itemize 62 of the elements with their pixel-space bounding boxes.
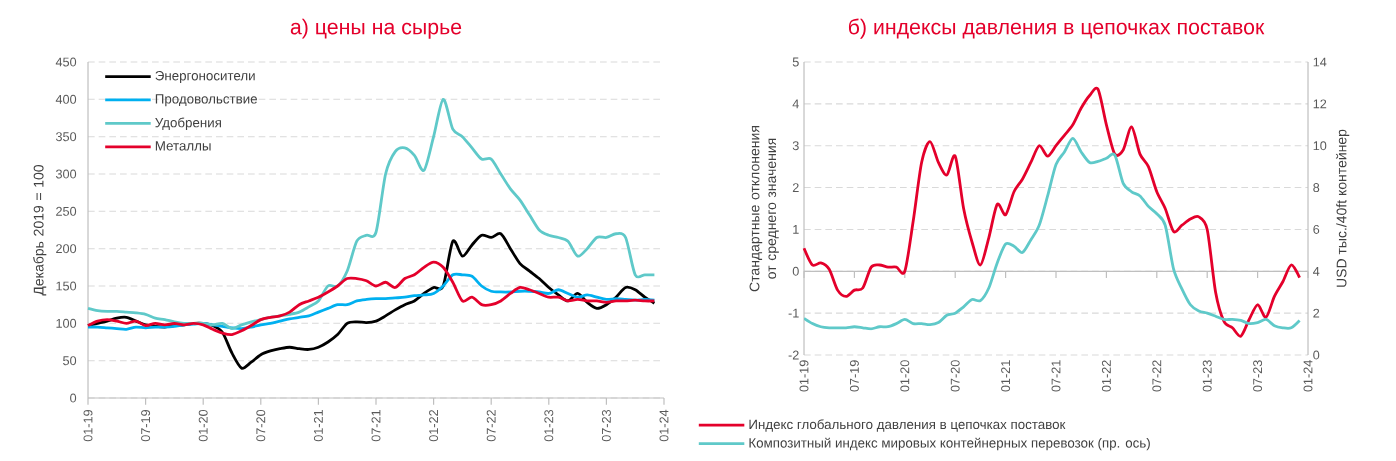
legend-label: Композитный индекс мировых контейнерных перевозок (пр. ось) (749, 437, 1150, 451)
y2-tick-label: 6 (1313, 224, 1320, 234)
line-series (86, 260, 656, 336)
y-tick-label: 100 (56, 318, 77, 328)
x-tick-label: 01-21 (1001, 360, 1011, 392)
y-tick-label: 0 (792, 266, 799, 276)
legend-label: Удобрения (155, 117, 221, 130)
x-tick-label: 01-23 (1202, 360, 1212, 392)
x-tick-label: 01-23 (544, 409, 554, 442)
y2-tick-label: 4 (1313, 266, 1320, 276)
y-tick-label: 50 (63, 356, 77, 366)
x-tick-label: 01-21 (313, 410, 323, 442)
y-tick-label: 200 (56, 244, 77, 254)
y2-axis-title: USD тыс./40ft контейнер (1335, 129, 1350, 287)
legend-label: Продовольствие (155, 94, 257, 107)
x-tick-label: 07-21 (1051, 360, 1061, 392)
x-tick-label: 07-20 (256, 409, 266, 442)
x-tick-label: 07-21 (371, 410, 381, 442)
x-tick-label: 01-22 (1101, 360, 1111, 392)
y-tick-label: 3 (792, 141, 799, 151)
x-tick-label: 07-20 (950, 360, 960, 392)
y-axis-title: Стандартные отклонения от среднего значения (749, 126, 779, 292)
y-tick-label: 150 (56, 281, 77, 291)
x-tick-label: 07-22 (486, 410, 496, 442)
x-tick-label: 07-19 (141, 409, 151, 442)
y-tick-label: 0 (70, 393, 77, 403)
x-tick-label: 01-20 (198, 409, 208, 442)
y2-tick-label: 10 (1313, 141, 1327, 151)
y2-tick-label: 12 (1313, 99, 1327, 109)
y-tick-label: 2 (792, 183, 799, 192)
y2-tick-label: 0 (1313, 350, 1320, 360)
x-tick-label: 07-19 (849, 360, 859, 392)
x-tick-label: 01-19 (83, 409, 93, 442)
y2-tick-label: 2 (1313, 308, 1320, 318)
legend-label: Индекс глобального давления в цепочках поставок (749, 419, 1066, 432)
x-tick-label: 07-23 (601, 409, 611, 442)
y-tick-label: 400 (55, 94, 77, 104)
y-tick-label: 1 (793, 225, 799, 234)
x-tick-label: 01-24 (1303, 360, 1313, 392)
y-tick-label: -1 (788, 308, 799, 318)
legend-label: Металлы (155, 141, 211, 151)
y-axis-title: Декабрь 2019 = 100 (33, 164, 47, 296)
y-tick-label: -2 (788, 350, 799, 360)
y-tick-label: 350 (55, 132, 77, 142)
y-tick-label: 450 (55, 57, 77, 67)
x-tick-label: 01-24 (659, 409, 669, 442)
line-series (804, 136, 1302, 331)
legend-label: Энергоносители (155, 70, 255, 84)
y-tick-label: 300 (55, 169, 77, 179)
y-tick-label: 5 (792, 57, 799, 67)
x-tick-label: 01-20 (900, 360, 910, 392)
x-tick-label: 07-22 (1152, 360, 1162, 392)
x-tick-label: 07-23 (1253, 360, 1263, 392)
y-tick-label: 4 (792, 99, 799, 109)
y2-tick-label: 14 (1313, 57, 1327, 67)
line-series (802, 87, 1301, 338)
y-tick-label: 250 (56, 206, 77, 216)
x-tick-label: 01-19 (799, 360, 809, 392)
y2-tick-label: 8 (1313, 183, 1320, 193)
chart-title: а) цены на сырье (290, 18, 462, 39)
x-tick-label: 01-22 (429, 410, 439, 442)
chart-title: б) индексы давления в цепочках поставок (848, 18, 1265, 39)
